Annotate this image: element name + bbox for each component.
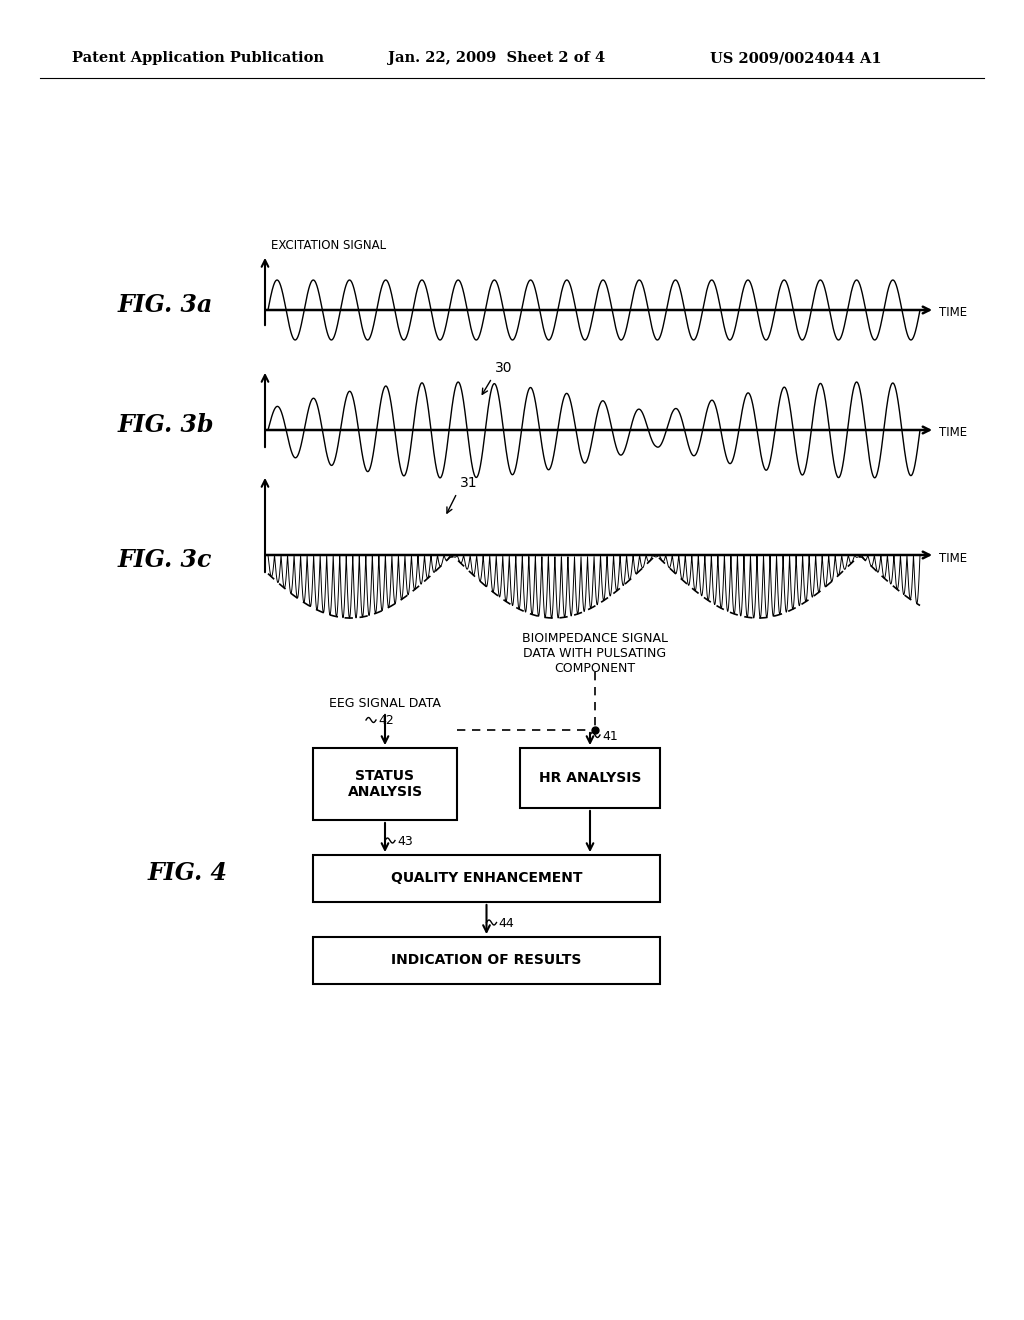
Text: BIOIMPEDANCE SIGNAL
DATA WITH PULSATING
COMPONENT: BIOIMPEDANCE SIGNAL DATA WITH PULSATING …	[522, 632, 668, 675]
FancyBboxPatch shape	[313, 748, 457, 820]
FancyBboxPatch shape	[520, 748, 660, 808]
Text: 31: 31	[460, 477, 477, 490]
Text: TIME: TIME	[939, 552, 967, 565]
Text: QUALITY ENHANCEMENT: QUALITY ENHANCEMENT	[391, 871, 583, 886]
Text: FIG. 3c: FIG. 3c	[118, 548, 212, 572]
Text: TIME: TIME	[939, 426, 967, 440]
Text: INDICATION OF RESULTS: INDICATION OF RESULTS	[391, 953, 582, 968]
Text: 41: 41	[602, 730, 617, 742]
Text: FIG. 3a: FIG. 3a	[118, 293, 213, 317]
Text: TIME: TIME	[939, 306, 967, 319]
Text: HR ANALYSIS: HR ANALYSIS	[539, 771, 641, 785]
Text: FIG. 3b: FIG. 3b	[118, 413, 214, 437]
Text: 42: 42	[378, 714, 394, 727]
Text: 43: 43	[397, 836, 413, 847]
Text: STATUS
ANALYSIS: STATUS ANALYSIS	[347, 768, 423, 799]
FancyBboxPatch shape	[313, 855, 660, 902]
FancyBboxPatch shape	[313, 937, 660, 983]
Text: 44: 44	[499, 917, 514, 931]
Text: EEG SIGNAL DATA: EEG SIGNAL DATA	[329, 697, 441, 710]
Text: US 2009/0024044 A1: US 2009/0024044 A1	[710, 51, 882, 65]
Text: Patent Application Publication: Patent Application Publication	[72, 51, 324, 65]
Text: Jan. 22, 2009  Sheet 2 of 4: Jan. 22, 2009 Sheet 2 of 4	[388, 51, 605, 65]
Text: FIG. 4: FIG. 4	[148, 862, 228, 886]
Text: 30: 30	[495, 360, 512, 375]
Text: EXCITATION SIGNAL: EXCITATION SIGNAL	[271, 239, 386, 252]
